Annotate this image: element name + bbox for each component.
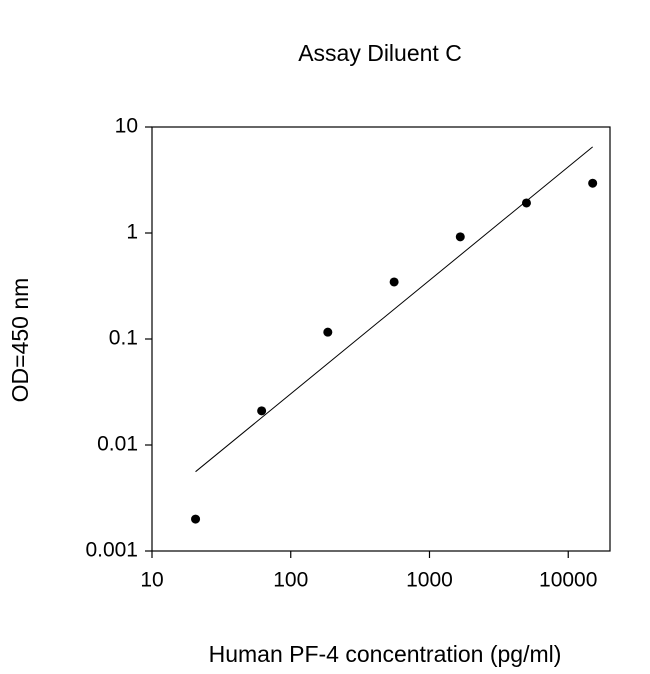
data-point [323, 327, 333, 337]
y-tick-label: 1 [126, 221, 138, 244]
x-tick-label: 10 [140, 569, 163, 592]
x-tick-label: 1000 [406, 569, 453, 592]
chart-title: Assay Diluent C [298, 40, 462, 66]
y-tick-label: 0.1 [109, 327, 138, 350]
data-point [521, 198, 531, 208]
data-point [455, 232, 465, 242]
y-tick-label: 10 [115, 115, 138, 138]
y-tick-label: 0.001 [85, 539, 138, 562]
fit-line [195, 146, 593, 473]
x-axis-label: Human PF-4 concentration (pg/ml) [209, 641, 562, 667]
x-tick-label: 100 [273, 569, 308, 592]
x-tick-label: 10000 [539, 569, 597, 592]
y-tick-label: 0.01 [97, 433, 138, 456]
y-axis-label: OD=450 nm [7, 278, 33, 403]
data-point [257, 406, 267, 416]
data-point [191, 514, 201, 524]
data-point [389, 277, 399, 287]
data-point [588, 178, 598, 188]
